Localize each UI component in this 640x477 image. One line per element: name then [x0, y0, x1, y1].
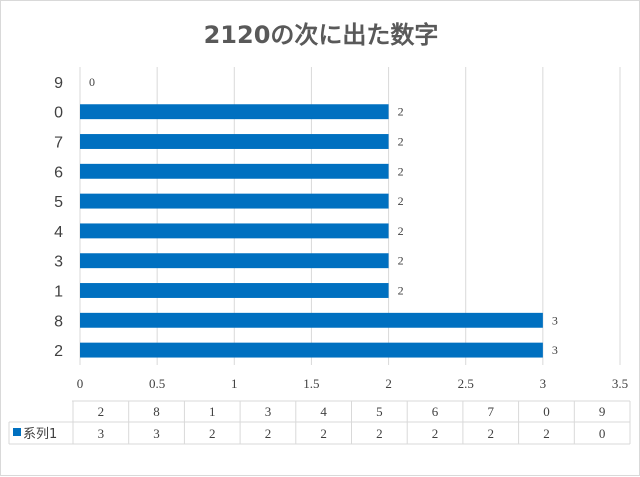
x-tick-label: 0 — [77, 376, 84, 391]
x-axis-tick-labels: 0 0.5 1 1.5 2 2.5 3 3.5 — [77, 376, 628, 391]
data-label: 2 — [398, 105, 404, 119]
table-value-cell: 2 — [320, 426, 327, 441]
x-tick-label: 1 — [231, 376, 238, 391]
table-header-cell: 0 — [543, 404, 550, 419]
bar — [80, 283, 389, 298]
data-label: 2 — [398, 164, 404, 178]
table-header-cell: 6 — [432, 404, 439, 419]
table-value-cell: 2 — [543, 426, 550, 441]
table-header-cell: 1 — [209, 404, 216, 419]
table-header-cell: 9 — [599, 404, 606, 419]
table-value-cell: 2 — [432, 426, 439, 441]
table-value-cell: 3 — [153, 426, 160, 441]
bar — [80, 104, 389, 120]
y-tick-label: 1 — [54, 284, 63, 301]
data-label: 2 — [398, 284, 404, 298]
bar — [80, 223, 389, 239]
y-tick-label: 3 — [54, 254, 63, 271]
table-header-cell: 8 — [153, 404, 160, 419]
x-tick-label: 3 — [540, 376, 547, 391]
data-labels: 3 3 2 2 2 2 2 2 2 0 — [89, 75, 558, 357]
bars — [80, 104, 543, 358]
data-label: 2 — [398, 194, 404, 208]
table-value-cell: 3 — [98, 426, 105, 441]
y-tick-label: 2 — [54, 343, 63, 360]
table-header-cell: 2 — [98, 404, 105, 419]
x-tick-label: 1.5 — [303, 376, 319, 391]
table-header-cell: 3 — [265, 404, 272, 419]
table-header-cell: 4 — [320, 404, 327, 419]
table-header-cell: 7 — [488, 404, 495, 419]
data-table: 2 3 8 3 1 2 3 2 4 2 5 2 6 2 7 2 0 2 9 0 系列1 — [8, 400, 631, 445]
y-axis-tick-labels: 2 8 1 3 4 5 6 7 0 9 — [54, 75, 63, 360]
x-tick-label: 2 — [385, 376, 392, 391]
y-tick-label: 0 — [54, 105, 63, 122]
bar — [80, 193, 389, 209]
legend-series-name: 系列1 — [23, 427, 57, 442]
table-value-cell: 2 — [376, 426, 383, 441]
chart-title: 2120の次に出た数字 — [204, 21, 439, 49]
data-label: 3 — [552, 313, 558, 327]
y-tick-label: 5 — [54, 194, 63, 211]
bar — [80, 163, 389, 179]
table-header-cell: 5 — [376, 404, 383, 419]
bar — [80, 342, 543, 358]
x-tick-label: 0.5 — [149, 376, 165, 391]
bar — [80, 312, 543, 328]
x-tick-label: 3.5 — [612, 376, 628, 391]
data-label: 0 — [89, 75, 95, 89]
data-label: 2 — [398, 254, 404, 268]
table-value-cell: 2 — [209, 426, 216, 441]
y-tick-label: 9 — [54, 75, 63, 92]
y-tick-label: 8 — [54, 313, 63, 330]
table-value-cell: 2 — [488, 426, 495, 441]
data-label: 2 — [398, 224, 404, 238]
x-tick-label: 2.5 — [458, 376, 474, 391]
y-tick-label: 7 — [54, 135, 63, 152]
data-label: 2 — [398, 135, 404, 149]
bar — [80, 134, 389, 149]
table-value-cell: 0 — [599, 426, 606, 441]
y-tick-label: 6 — [54, 164, 63, 181]
bar — [80, 253, 389, 269]
table-value-cell: 2 — [265, 426, 272, 441]
legend-swatch — [13, 428, 21, 436]
y-tick-label: 4 — [54, 224, 63, 241]
data-label: 3 — [552, 343, 558, 357]
